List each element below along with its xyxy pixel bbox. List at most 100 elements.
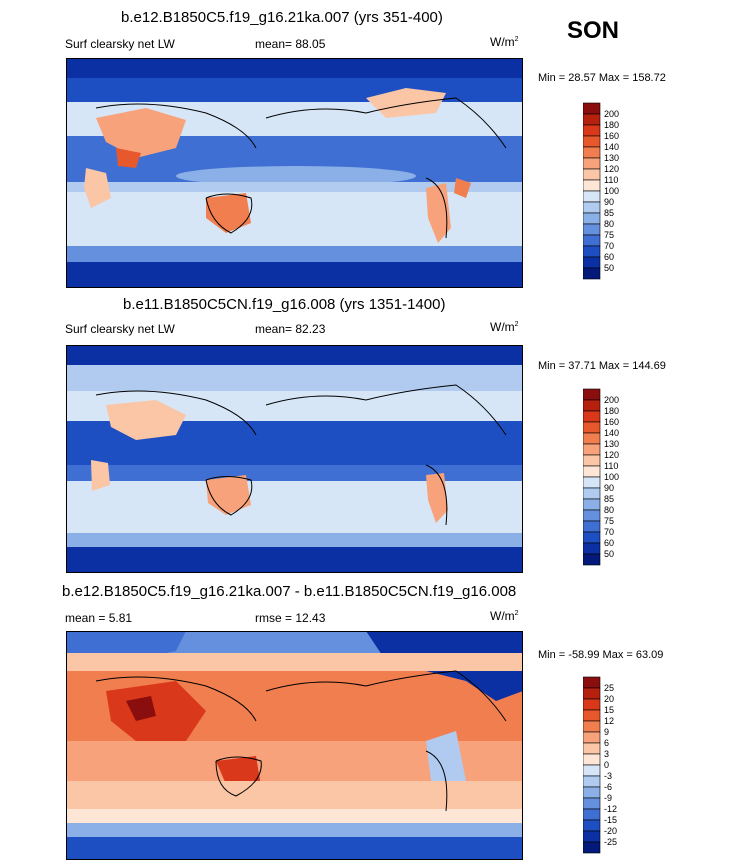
panel-1-colorbar-box [583,168,601,181]
panel-3-rmse: rmse = 12.43 [255,611,325,625]
panel-2-colorbar-box [583,465,601,478]
panel-3-colorbar-box [583,720,601,733]
panel-1-colorbar-box [583,179,601,192]
panel-2-colorbar-box [583,520,601,533]
panel-1-colorbar-label: 80 [604,219,614,229]
panel-2-colorbar-label: 110 [604,461,618,471]
panel-1-mean-label: mean= [255,37,293,51]
panel-2-min-value: 37.71 [568,360,596,372]
panel-3-colorbar-box [583,687,601,700]
panel-3-colorbar-box [583,841,601,854]
panel-3-colorbar-label: 25 [604,683,614,693]
panel-2-colorbar-label: 70 [604,527,614,537]
panel-2-colorbar-box [583,509,601,522]
panel-3-map [66,631,523,860]
panel-2-colorbar-box [583,443,601,456]
panel-1-colorbar-box [583,245,601,258]
panel-3-colorbar-label: -20 [604,826,617,836]
panel-2-colorbar-box [583,487,601,500]
panel-2-mean: mean= 82.23 [255,322,325,336]
panel-1-minmax: Min = 28.57 Max = 158.72 [538,72,666,84]
panel-2-colorbar-label: 80 [604,505,614,515]
panel-1-mean-value: 88.05 [295,37,326,51]
panel-3-colorbar-label: -25 [604,837,617,847]
panel-1-colorbar-label: 70 [604,241,614,251]
panel-3-colorbar-label: 3 [604,749,609,759]
panel-3-max-value: 63.09 [635,649,664,661]
panel-3-title: b.e12.B1850C5.f19_g16.21ka.007 - b.e11.B… [62,583,517,600]
panel-1-colorbar-label: 75 [604,230,614,240]
panel-2-variable-label: Surf clearsky net LW [65,322,175,336]
panel-3-units: W/m2 [490,609,519,623]
panel-3-colorbar-label: -3 [604,771,612,781]
panel-1-max-value: 158.72 [632,72,666,84]
panel-2-mean-value: 82.23 [295,322,326,336]
panel-1-mean: mean= 88.05 [255,37,325,51]
panel-2-colorbar-label: 120 [604,450,619,460]
panel-3-colorbar-box [583,676,601,689]
panel-3-colorbar-label: -9 [604,793,612,803]
panel-3-colorbar-box [583,731,601,744]
panel-1-colorbar-label: 140 [604,142,619,152]
panel-3-colorbar-box [583,830,601,843]
panel-3-rmse-value: 12.43 [295,611,326,625]
panel-1-colorbar-box [583,124,601,137]
panel-2-colorbar-box [583,454,601,467]
panel-1-colorbar-label: 160 [604,131,619,141]
panel-2-colorbar-box [583,410,601,423]
panel-2-title: b.e11.B1850C5CN.f19_g16.008 (yrs 1351-14… [123,296,446,313]
panel-1-variable-label: Surf clearsky net LW [65,37,175,51]
panel-3-mean: mean = 5.81 [65,611,132,625]
panel-3-colorbar-box [583,775,601,788]
panel-3-colorbar-box [583,786,601,799]
panel-2-colorbar-label: 100 [604,472,619,482]
panel-2-max-value: 144.69 [632,360,666,372]
panel-2-colorbar-label: 85 [604,494,614,504]
panel-2-map [66,345,523,573]
panel-3-minmax: Min = -58.99 Max = 63.09 [538,649,664,661]
panel-2-colorbar-label: 130 [604,439,619,449]
panel-2-colorbar-label: 200 [604,395,619,405]
panel-3-colorbar-box [583,819,601,832]
panel-3-colorbar-label: 12 [604,716,614,726]
panel-2-colorbar-label: 160 [604,417,619,427]
panel-2-colorbar-box [583,498,601,511]
panel-1-colorbar-label: 130 [604,153,619,163]
panel-2-minmax: Min = 37.71 Max = 144.69 [538,360,666,372]
panel-3-colorbar-label: -12 [604,804,617,814]
panel-1-colorbar-label: 110 [604,175,618,185]
panel-1-colorbar-box [583,102,601,115]
panel-2-colorbar-box [583,388,601,401]
panel-3-colorbar-box [583,764,601,777]
panel-1-min-value: 28.57 [568,72,596,84]
panel-1-colorbar-box [583,256,601,269]
panel-3-colorbar-label: 20 [604,694,614,704]
panel-2-colorbar-box [583,553,601,566]
panel-3-min-value: -58.99 [568,649,600,661]
panel-2-colorbar-box [583,399,601,412]
panel-1-map [66,58,523,288]
panel-1-title: b.e12.B1850C5.f19_g16.21ka.007 (yrs 351-… [121,9,443,26]
panel-2-colorbar-box [583,531,601,544]
panel-1-colorbar-box [583,190,601,203]
panel-1-colorbar-label: 50 [604,263,614,273]
panel-1-colorbar-box [583,223,601,236]
panel-3-colorbar-box [583,808,601,821]
panel-1-colorbar-label: 100 [604,186,619,196]
panel-2-colorbar-box [583,432,601,445]
panel-3-rmse-label: rmse = [255,611,293,625]
panel-1-colorbar-label: 90 [604,197,614,207]
panel-2-colorbar-label: 75 [604,516,614,526]
panel-2-colorbar-box [583,542,601,555]
panel-3-colorbar-box [583,797,601,810]
panel-3-mean-label: mean = [65,611,106,625]
panel-1-colorbar-box [583,201,601,214]
panel-2-colorbar-label: 60 [604,538,614,548]
panel-2-colorbar-label: 140 [604,428,619,438]
panel-1-colorbar-box [583,234,601,247]
panel-1-colorbar-box [583,157,601,170]
panel-1-colorbar-box [583,212,601,225]
